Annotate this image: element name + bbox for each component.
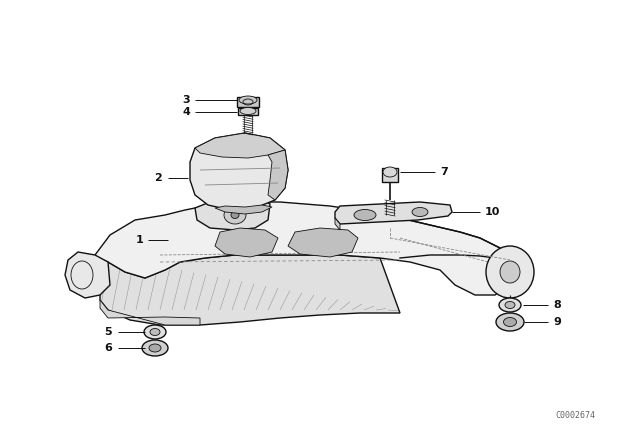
Polygon shape: [335, 202, 452, 224]
Text: 1: 1: [135, 235, 143, 245]
Text: 4: 4: [182, 107, 190, 117]
Ellipse shape: [142, 340, 168, 356]
Ellipse shape: [499, 298, 521, 312]
Text: 7: 7: [440, 167, 448, 177]
Ellipse shape: [383, 167, 397, 177]
Ellipse shape: [240, 108, 256, 115]
Polygon shape: [268, 150, 288, 200]
Ellipse shape: [231, 211, 239, 219]
Polygon shape: [215, 205, 272, 214]
Ellipse shape: [224, 206, 246, 224]
Text: 9: 9: [553, 317, 561, 327]
Polygon shape: [65, 252, 110, 298]
Ellipse shape: [504, 318, 516, 327]
Ellipse shape: [486, 246, 534, 298]
Text: 10: 10: [485, 207, 500, 217]
Polygon shape: [100, 300, 200, 325]
Text: 6: 6: [104, 343, 112, 353]
Text: 2: 2: [154, 173, 162, 183]
Polygon shape: [288, 228, 358, 257]
Polygon shape: [237, 97, 259, 107]
Ellipse shape: [149, 344, 161, 352]
Ellipse shape: [150, 328, 160, 336]
Polygon shape: [95, 202, 510, 295]
Text: C0002674: C0002674: [555, 411, 595, 420]
Polygon shape: [238, 108, 258, 115]
Text: 3: 3: [182, 95, 190, 105]
Polygon shape: [215, 228, 278, 257]
Ellipse shape: [496, 313, 524, 331]
Polygon shape: [190, 133, 288, 210]
Polygon shape: [195, 197, 270, 230]
Ellipse shape: [505, 302, 515, 309]
Ellipse shape: [239, 96, 257, 104]
Polygon shape: [382, 168, 398, 182]
Polygon shape: [100, 255, 400, 325]
Polygon shape: [195, 133, 285, 158]
Text: 5: 5: [104, 327, 112, 337]
Text: 8: 8: [553, 300, 561, 310]
Ellipse shape: [144, 325, 166, 339]
Ellipse shape: [354, 210, 376, 220]
Polygon shape: [335, 218, 340, 230]
Ellipse shape: [412, 207, 428, 216]
Ellipse shape: [500, 261, 520, 283]
